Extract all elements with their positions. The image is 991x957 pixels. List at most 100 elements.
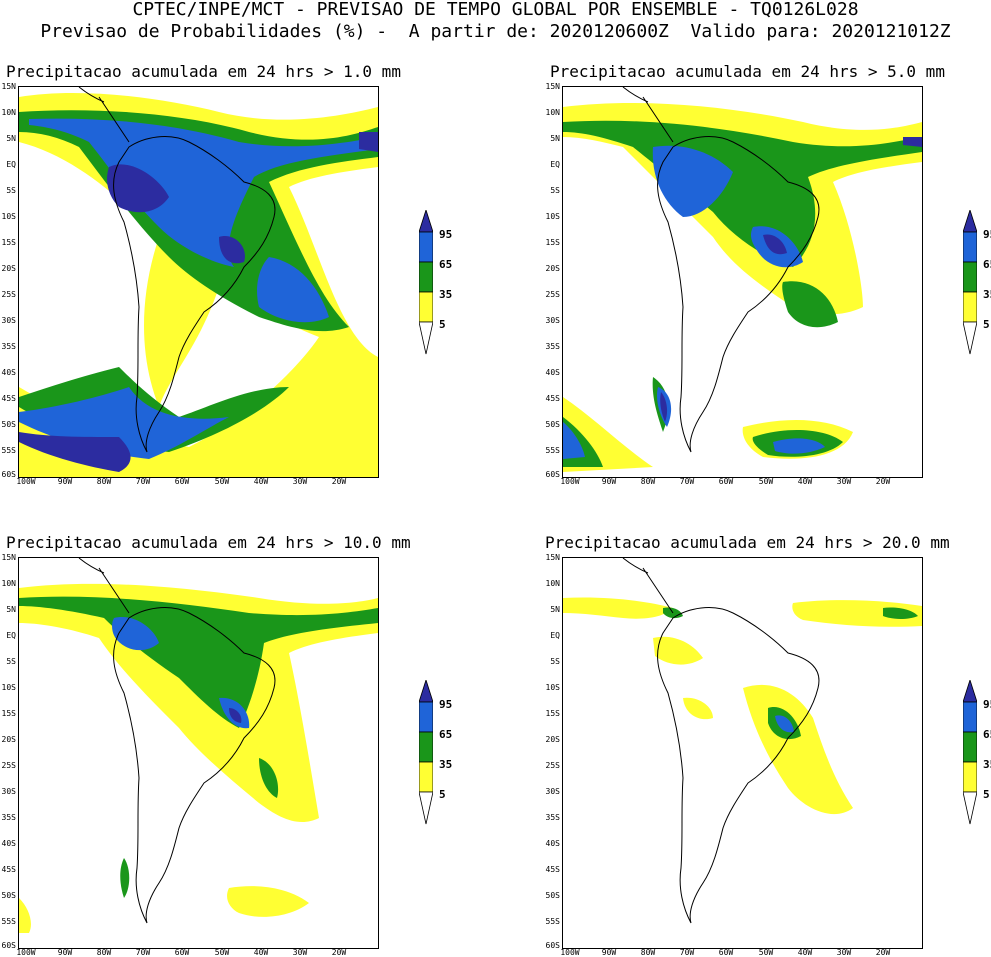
lat-label: 60S bbox=[1, 941, 16, 950]
colorbar-label: 65 bbox=[983, 258, 991, 271]
lon-label: 40W bbox=[797, 477, 813, 486]
lat-label: 50S bbox=[1, 891, 16, 900]
lat-label: EQ bbox=[550, 631, 560, 640]
lat-label: 5N bbox=[550, 605, 560, 614]
lat-label: 25S bbox=[545, 761, 560, 770]
panel-title-2: Precipitacao acumulada em 24 hrs > 5.0 m… bbox=[550, 62, 945, 81]
prob-area-35 bbox=[19, 596, 378, 898]
prob-area-95 bbox=[19, 132, 378, 472]
lat-label: 60S bbox=[545, 941, 560, 950]
colorbar-label: 65 bbox=[439, 728, 453, 741]
lon-label: 20W bbox=[875, 477, 891, 486]
lat-label: EQ bbox=[6, 160, 16, 169]
lon-label: 100W bbox=[560, 477, 580, 486]
map-panel-3 bbox=[18, 557, 379, 949]
lon-label: 40W bbox=[253, 477, 269, 486]
colorbar-label: 95 bbox=[439, 228, 453, 241]
colorbar-label: 5 bbox=[439, 318, 446, 331]
lat-label: 15N bbox=[545, 553, 560, 562]
lat-label: 10N bbox=[545, 108, 560, 117]
continent-outline bbox=[657, 607, 820, 924]
colorbar-label: 65 bbox=[439, 258, 453, 271]
colorbar-cap-95 bbox=[963, 210, 977, 233]
header-line-1: CPTEC/INPE/MCT - PREVISAO DE TEMPO GLOBA… bbox=[132, 0, 859, 20]
colorbar-seg-35 bbox=[419, 261, 433, 293]
lat-label: 35S bbox=[545, 813, 560, 822]
colorbar-seg-65 bbox=[963, 701, 977, 733]
colorbar-cap-0 bbox=[963, 791, 977, 825]
lat-label: 45S bbox=[545, 865, 560, 874]
lon-label: 40W bbox=[253, 948, 269, 957]
central-america-outline bbox=[78, 558, 130, 614]
lon-label: 90W bbox=[601, 477, 617, 486]
central-america-outline bbox=[622, 87, 674, 143]
lat-label: 15N bbox=[545, 82, 560, 91]
lon-label: 70W bbox=[135, 948, 151, 957]
central-america-outline bbox=[78, 87, 130, 143]
colorbar-panel-3: 95 65 35 5 bbox=[419, 680, 452, 825]
lat-label: 20S bbox=[545, 735, 560, 744]
colorbar-cap-95 bbox=[963, 680, 977, 703]
colorbar-panel-2: 95 65 35 5 bbox=[963, 210, 991, 355]
lat-label: 30S bbox=[1, 787, 16, 796]
prob-area-65 bbox=[775, 715, 794, 733]
prob-area-65 bbox=[19, 118, 378, 459]
colorbar-label: 35 bbox=[983, 758, 991, 771]
lat-label: 60S bbox=[545, 470, 560, 479]
lat-label: 25S bbox=[1, 290, 16, 299]
colorbar-label: 5 bbox=[439, 788, 446, 801]
lat-label: 5N bbox=[6, 605, 16, 614]
lat-label: 5S bbox=[550, 186, 560, 195]
lat-label: 5N bbox=[550, 134, 560, 143]
lon-label: 70W bbox=[679, 948, 695, 957]
lon-label: 30W bbox=[836, 948, 852, 957]
colorbar-cap-95 bbox=[419, 210, 433, 233]
lat-label: 10S bbox=[545, 683, 560, 692]
lon-label: 30W bbox=[292, 477, 308, 486]
lon-label: 30W bbox=[292, 948, 308, 957]
lon-label: 20W bbox=[331, 948, 347, 957]
lon-label: 100W bbox=[16, 948, 36, 957]
lat-label: 40S bbox=[545, 839, 560, 848]
lat-label: 15S bbox=[545, 238, 560, 247]
lon-label: 80W bbox=[640, 477, 656, 486]
lon-label: 80W bbox=[640, 948, 656, 957]
lat-label: EQ bbox=[550, 160, 560, 169]
lon-label: 50W bbox=[214, 948, 230, 957]
lat-label: 10S bbox=[1, 683, 16, 692]
lon-label: 50W bbox=[758, 477, 774, 486]
lon-label: 60W bbox=[718, 477, 734, 486]
colorbar-seg-35 bbox=[963, 261, 977, 293]
lat-label: 10N bbox=[1, 108, 16, 117]
lat-label: 5S bbox=[6, 186, 16, 195]
lon-label: 60W bbox=[174, 477, 190, 486]
colorbar-label: 95 bbox=[439, 698, 453, 711]
lat-label: 50S bbox=[545, 420, 560, 429]
lat-label: 45S bbox=[1, 394, 16, 403]
lon-label: 20W bbox=[875, 948, 891, 957]
lat-label: 50S bbox=[545, 891, 560, 900]
lon-label: 50W bbox=[214, 477, 230, 486]
lat-label: 5S bbox=[6, 657, 16, 666]
lon-label: 90W bbox=[57, 477, 73, 486]
colorbar-seg-5 bbox=[419, 761, 433, 793]
lat-label: 55S bbox=[545, 446, 560, 455]
colorbar-label: 35 bbox=[983, 288, 991, 301]
lat-label: 45S bbox=[545, 394, 560, 403]
lat-label: 30S bbox=[1, 316, 16, 325]
continent-outline bbox=[657, 136, 820, 453]
continent-outline bbox=[113, 607, 276, 924]
lon-label: 90W bbox=[57, 948, 73, 957]
lat-label: 10S bbox=[1, 212, 16, 221]
lat-label: 5N bbox=[6, 134, 16, 143]
lat-label: 35S bbox=[545, 342, 560, 351]
prob-area-65 bbox=[563, 145, 825, 459]
panel-title-3: Precipitacao acumulada em 24 hrs > 10.0 … bbox=[6, 533, 411, 552]
map-panel-2 bbox=[562, 86, 923, 478]
lon-label: 80W bbox=[96, 477, 112, 486]
lat-label: 60S bbox=[1, 470, 16, 479]
lat-label: 15N bbox=[1, 82, 16, 91]
lon-label: 80W bbox=[96, 948, 112, 957]
central-america-outline bbox=[622, 558, 674, 614]
lon-label: 90W bbox=[601, 948, 617, 957]
